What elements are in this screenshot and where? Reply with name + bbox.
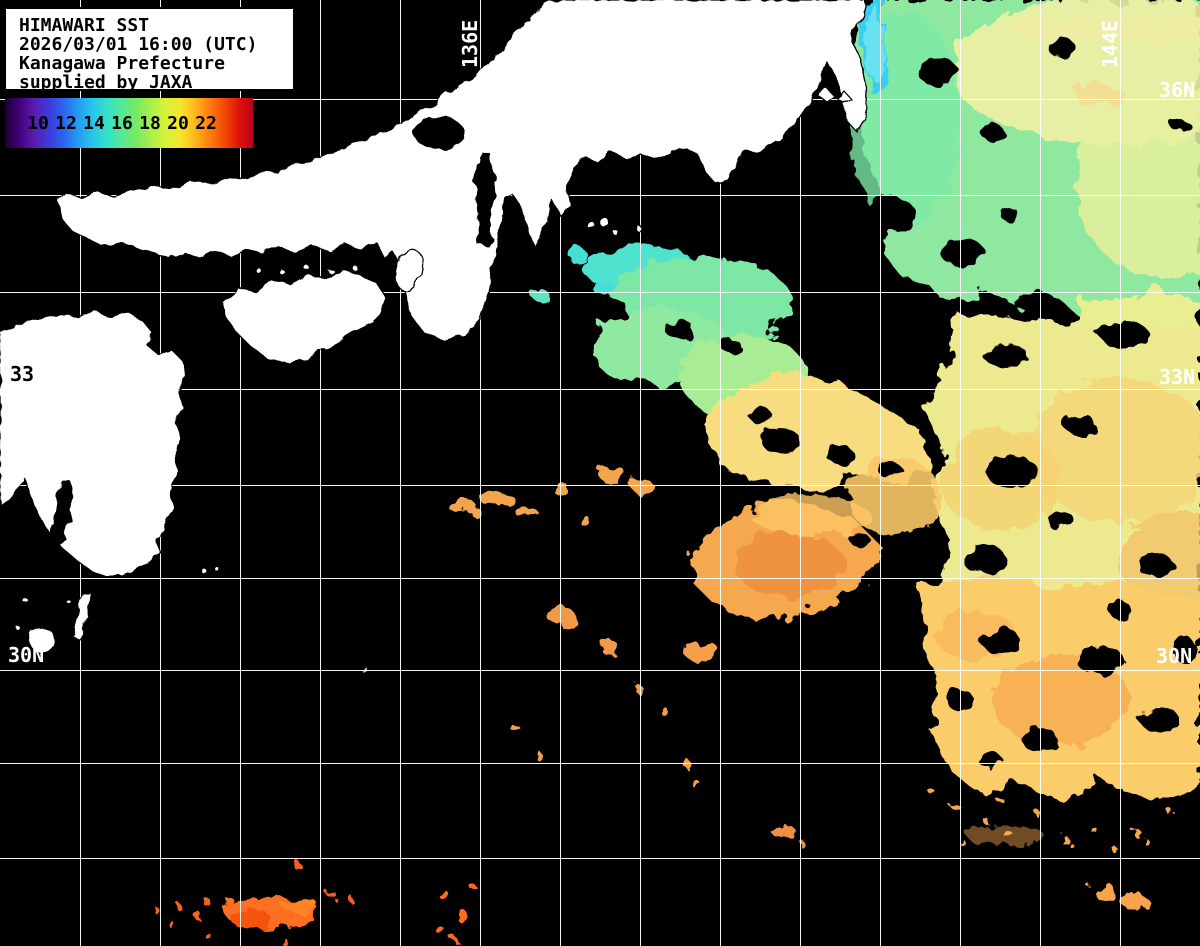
overland-dark-features xyxy=(35,118,496,561)
sst-hot-cluster xyxy=(155,864,473,944)
timestamp: 2026/03/01 16:00 (UTC) xyxy=(19,34,258,55)
longitude-label-144e: 144E xyxy=(1098,19,1122,68)
latitude-label-36n: 36N xyxy=(1159,78,1196,102)
land-masses xyxy=(0,0,868,654)
colorbar-tick: 10 xyxy=(27,113,49,134)
longitude-label-136e: 136E xyxy=(458,19,482,68)
ise-bay xyxy=(474,150,496,248)
colorbar-tick: 12 xyxy=(55,113,77,134)
title-box: HIMAWARI SST 2026/03/01 16:00 (UTC) Kana… xyxy=(4,7,295,93)
colorbar-tick: 20 xyxy=(167,113,189,134)
cloud-mask xyxy=(564,39,1195,768)
lake-biwa xyxy=(413,118,465,148)
land-shikoku xyxy=(221,269,387,365)
latitude-label-30n-right: 30N xyxy=(1156,644,1193,668)
credit: supplied by JAXA xyxy=(19,72,193,93)
land-small-islands xyxy=(14,86,853,654)
latitude-label-33-left: 33 xyxy=(10,362,35,386)
latitude-label-33n-right: 33N xyxy=(1159,365,1196,389)
product-title: HIMAWARI SST xyxy=(19,15,150,36)
colorbar-gradient: 10 12 14 16 18 20 22 xyxy=(5,98,253,148)
sst-streaks xyxy=(448,466,718,719)
sst-field xyxy=(155,0,1200,944)
region-name: Kanagawa Prefecture xyxy=(19,53,225,74)
colorbar-tick: 16 xyxy=(111,113,133,134)
colorbar-tick: 14 xyxy=(83,113,105,134)
ariake-sea xyxy=(51,479,73,551)
sst-speckles xyxy=(362,667,1173,910)
latitude-label-30n-left: 30N xyxy=(8,643,45,667)
colorbar-tick: 18 xyxy=(139,113,161,134)
land-honshu xyxy=(57,0,868,342)
colorbar-tick: 22 xyxy=(195,113,217,134)
land-awaji-island xyxy=(394,248,424,292)
